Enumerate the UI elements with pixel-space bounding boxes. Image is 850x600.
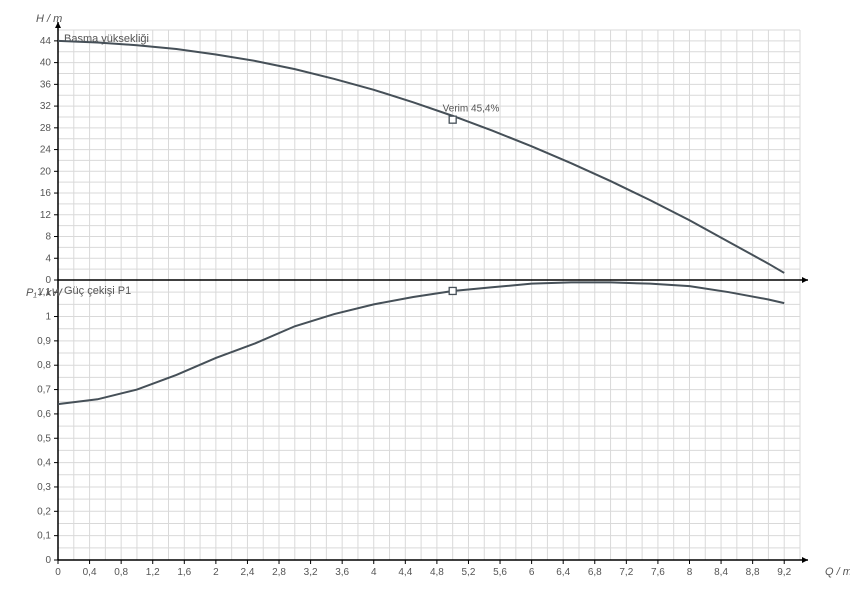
svg-text:8: 8 [45,232,51,243]
svg-text:0,8: 0,8 [114,567,128,578]
svg-text:44: 44 [40,36,52,47]
x-axis-label: Q / m³/h [825,566,850,578]
svg-text:8,4: 8,4 [714,567,728,578]
svg-text:0,5: 0,5 [37,433,51,444]
svg-text:40: 40 [40,58,52,69]
svg-text:0,9: 0,9 [37,336,51,347]
svg-text:24: 24 [40,145,52,156]
svg-text:9,2: 9,2 [777,567,791,578]
svg-text:5,2: 5,2 [462,567,476,578]
svg-text:20: 20 [40,166,52,177]
svg-text:1,6: 1,6 [177,567,191,578]
svg-text:36: 36 [40,79,52,90]
svg-text:32: 32 [40,101,52,112]
svg-text:2,8: 2,8 [272,567,286,578]
svg-text:4: 4 [45,253,51,264]
svg-text:0: 0 [45,555,51,566]
svg-text:0: 0 [45,275,51,286]
efficiency-label: Verim 45,4% [443,104,500,115]
svg-text:7,6: 7,6 [651,567,665,578]
top-operating-point [449,116,456,123]
svg-text:2,4: 2,4 [240,567,254,578]
pump-chart-svg: 0 0,4 0,8 1,2 1,6 2 2,4 2,8 3,2 3,6 4 4,4 4,8 5,2 5,6 6… [0,0,850,600]
pump-chart-container: 0 0,4 0,8 1,2 1,6 2 2,4 2,8 3,2 3,6 4 4,4 4,8 5,2 5,6 6… [0,0,850,600]
svg-text:3,2: 3,2 [304,567,318,578]
svg-text:0,6: 0,6 [37,409,51,420]
svg-text:7,2: 7,2 [619,567,633,578]
svg-text:0,4: 0,4 [83,567,97,578]
svg-text:6,8: 6,8 [588,567,602,578]
top-y-axis-label: H / m [36,13,62,25]
svg-text:2: 2 [213,567,219,578]
bottom-operating-point [449,287,456,294]
svg-text:1: 1 [45,312,51,323]
svg-text:0,3: 0,3 [37,482,51,493]
svg-text:4,4: 4,4 [398,567,412,578]
svg-text:1,2: 1,2 [146,567,160,578]
svg-text:6,4: 6,4 [556,567,570,578]
svg-text:0,2: 0,2 [37,506,51,517]
svg-text:12: 12 [40,210,52,221]
svg-text:0,1: 0,1 [37,531,51,542]
svg-text:28: 28 [40,123,52,134]
svg-text:0,7: 0,7 [37,385,51,396]
svg-text:5,6: 5,6 [493,567,507,578]
svg-text:0,8: 0,8 [37,360,51,371]
svg-text:16: 16 [40,188,52,199]
bottom-panel-title: Güç çekişi P1 [64,285,131,297]
svg-text:4: 4 [371,567,377,578]
bottom-y-axis-label: P₁ / kW [26,287,63,299]
svg-text:0: 0 [55,567,61,578]
svg-text:4,8: 4,8 [430,567,444,578]
svg-text:3,6: 3,6 [335,567,349,578]
svg-text:8: 8 [687,567,693,578]
svg-text:0,4: 0,4 [37,458,51,469]
svg-text:6: 6 [529,567,535,578]
svg-text:8,8: 8,8 [746,567,760,578]
